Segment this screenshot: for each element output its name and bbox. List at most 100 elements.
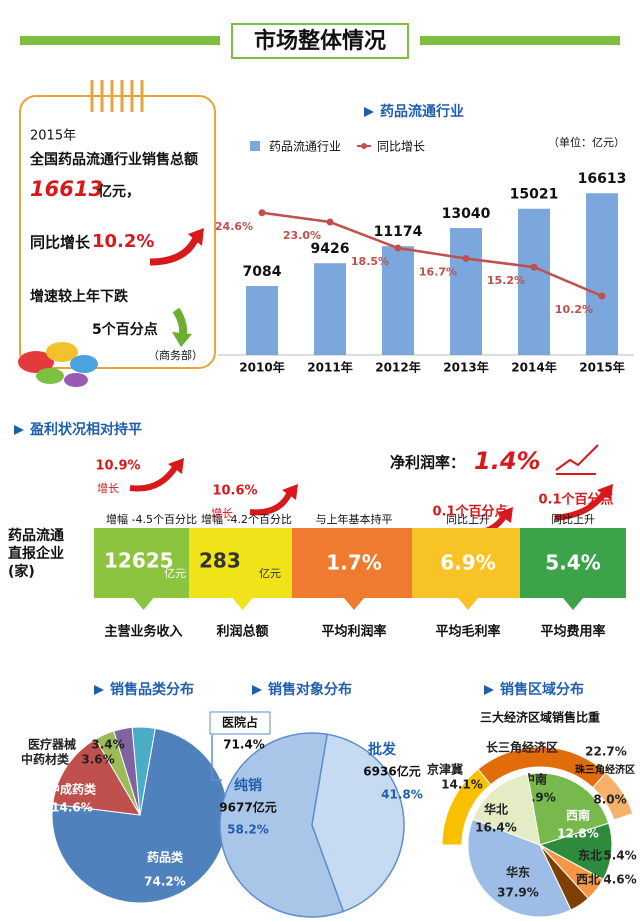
- bar: [450, 228, 482, 355]
- ring-title: 三大经济区域销售比重: [480, 710, 600, 725]
- slice-label: 京津冀: [427, 762, 463, 777]
- slice-label: 西南: [566, 808, 590, 823]
- slice-label: 东北: [578, 848, 602, 863]
- header-bar: [420, 36, 620, 45]
- line-value-label: 15.2%: [487, 274, 525, 287]
- metric-change: 0.1个百分点: [432, 504, 507, 520]
- slice-label: 长三角经济区: [486, 740, 558, 755]
- slice-label: 纯销: [234, 777, 262, 794]
- row-label: (家): [8, 563, 35, 580]
- slice-value: 3.6%: [81, 753, 114, 767]
- bar: [586, 193, 618, 355]
- pie-slice: [526, 772, 610, 846]
- title-marker: [364, 107, 374, 117]
- x-tick-label: 2010年: [239, 360, 284, 375]
- bar-value-label: 13040: [442, 206, 491, 222]
- ring-segment: [591, 772, 634, 821]
- slice-label: 华东: [506, 865, 530, 880]
- row-label: 直报企业: [8, 545, 64, 562]
- header-bar: [20, 36, 220, 45]
- metric-box: [94, 528, 193, 610]
- metric-box: [520, 528, 626, 610]
- annotation-box: [209, 711, 271, 735]
- title-marker: [94, 685, 104, 695]
- x-tick-label: 2015年: [579, 360, 624, 375]
- slice-value: 41.8%: [381, 788, 423, 802]
- metric-change: 0.1个百分点: [538, 492, 613, 508]
- section-title: 销售对象分布: [268, 681, 352, 698]
- line-point: [326, 218, 334, 226]
- metric-value: 283: [199, 549, 241, 573]
- section-title: 销售区域分布: [500, 681, 584, 698]
- x-tick-label: 2014年: [511, 360, 556, 375]
- decline-value: 5个百分点: [92, 321, 158, 338]
- bar: [382, 246, 414, 355]
- slice-value: 22.7%: [585, 745, 627, 759]
- slice-value: 8.0%: [593, 793, 626, 807]
- annotation-connector: [211, 735, 222, 781]
- pie-slice: [219, 732, 345, 918]
- metric-note: 同比上升: [551, 513, 595, 526]
- slice-label: 药品类: [147, 850, 184, 865]
- slice-label: 中药材类: [21, 752, 70, 767]
- slice-value: 12.8%: [557, 827, 599, 841]
- summary-unit: 亿元，: [98, 183, 140, 200]
- growth-value: 10.2%: [92, 231, 154, 252]
- metric-change-label: 增长: [97, 481, 119, 495]
- arrow-heads: [168, 458, 613, 523]
- metric-change: 10.9%: [95, 459, 140, 474]
- arrow-head: [172, 332, 192, 347]
- metric-value: 1.7%: [326, 551, 381, 575]
- bar: [314, 263, 346, 355]
- pills: [18, 342, 98, 387]
- metric-unit: 亿元: [259, 567, 281, 580]
- annotation-value: 71.4%: [223, 738, 265, 752]
- metric-value: 12625: [104, 549, 174, 573]
- row-label: 药品流通: [8, 527, 64, 544]
- line-point: [394, 244, 402, 252]
- metric-value: 6.9%: [440, 551, 495, 575]
- metric-label: 平均毛利率: [435, 624, 500, 640]
- title-marker: [14, 425, 24, 435]
- pie-slice: [472, 773, 541, 846]
- pie-slice: [311, 733, 405, 913]
- unit-note: （单位：亿元）: [548, 135, 625, 149]
- slice-value: 16.4%: [475, 821, 517, 835]
- bar-value-label: 11174: [374, 224, 423, 240]
- metric-unit: 亿元: [164, 567, 186, 580]
- growth-line: [261, 211, 603, 298]
- metric-box: [189, 528, 296, 610]
- slice-amount: 9677亿元: [219, 800, 276, 815]
- metric-label: 平均费用率: [540, 624, 605, 640]
- line-value-label: 18.5%: [351, 255, 389, 268]
- slice-value: 14.6%: [51, 801, 93, 815]
- slice-value: 74.2%: [144, 875, 186, 889]
- line-point: [598, 292, 606, 300]
- slice-value: 37.9%: [497, 886, 539, 900]
- section-title: 盈利状况相对持平: [29, 421, 142, 438]
- line-point: [530, 263, 538, 271]
- legend-swatch: [250, 141, 260, 151]
- slice-label: 华北: [484, 802, 508, 817]
- decline-label: 增速较上年下跌: [30, 288, 129, 305]
- bar: [246, 286, 278, 355]
- slice-label: 中成药类: [48, 782, 97, 797]
- summary-year: 2015年: [30, 129, 76, 144]
- trend-icon: [555, 444, 599, 475]
- x-tick-label: 2011年: [307, 360, 352, 375]
- legend-label: 同比增长: [377, 140, 425, 154]
- pie-slice: [51, 727, 229, 904]
- title-marker: [484, 685, 494, 695]
- slice-label: 医疗器械: [28, 737, 76, 752]
- slice-label: 珠三角经济区: [575, 763, 635, 776]
- legend-label: 药品流通行业: [269, 140, 341, 154]
- page-title: 市场整体情况: [254, 28, 386, 54]
- header-box: [231, 23, 409, 59]
- metric-box: [412, 528, 524, 610]
- legend-dot: [361, 143, 367, 149]
- net-margin-value: 1.4%: [474, 447, 541, 475]
- growth-arrow: [149, 236, 200, 266]
